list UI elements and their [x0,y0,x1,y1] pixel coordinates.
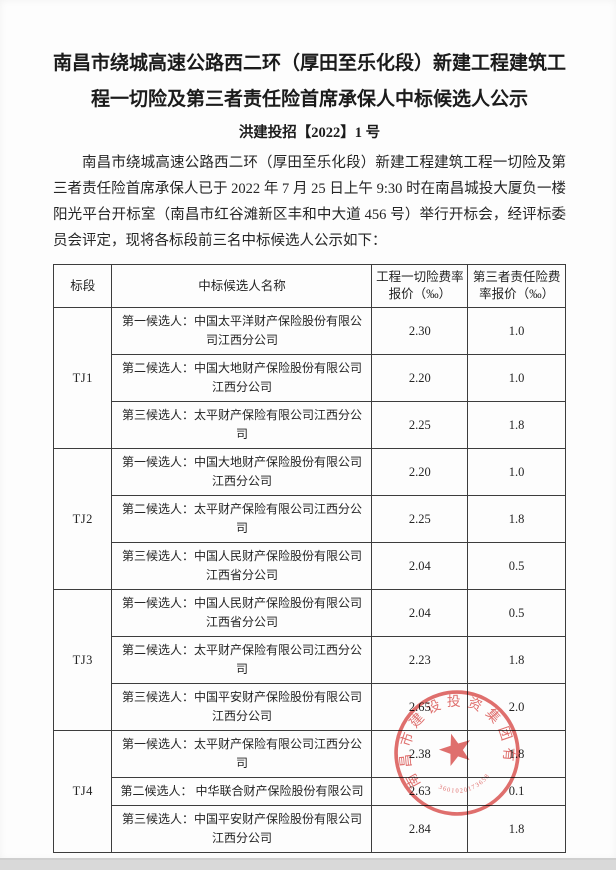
header-candidate-name: 中标候选人名称 [111,264,373,308]
third-party-rate: 1.0 [467,448,566,496]
table-row: 第三候选人：中国人民财产保险股份有限公司江西省分公司 2.04 0.5 [54,542,566,590]
candidate-name: 第二候选人： 中华联合财产保险股份有限公司 [111,777,373,806]
header-third-party-rate: 第三者责任险费率报价（‰） [467,264,566,308]
table-row: 第二候选人： 中华联合财产保险股份有限公司 2.63 0.1 [54,777,566,806]
all-risk-rate: 2.38 [371,730,469,778]
header-lot: 标段 [52,264,113,308]
all-risk-rate: 2.20 [371,354,469,402]
third-party-rate: 1.8 [467,401,566,449]
all-risk-rate: 2.25 [371,401,469,449]
table-row: TJ1 第一候选人：中国太平洋财产保险股份有限公司江西分公司 2.30 1.0 [52,307,566,449]
table-row: TJ4 第一候选人：太平财产保险有限公司江西分公司 2.38 1.8 [52,730,566,853]
candidate-name: 第二候选人：太平财产保险有限公司江西分公司 [111,495,373,543]
all-risk-rate: 2.20 [371,448,469,496]
candidate-name: 第二候选人：太平财产保险有限公司江西分公司 [111,636,373,684]
intro-paragraph: 南昌市绕城高速公路西二环（厚田至乐化段）新建工程建筑工程一切险及第三者责任险首席… [53,155,566,249]
all-risk-rate: 2.30 [371,307,469,355]
all-risk-rate: 2.65 [371,683,469,731]
third-party-rate: 0.5 [467,589,566,637]
lot-cell: TJ4 [52,730,113,853]
all-risk-rate: 2.25 [371,495,469,543]
table-row: 第二候选人：太平财产保险有限公司江西分公司 2.25 1.8 [54,495,566,543]
candidate-name: 第一候选人：中国人民财产保险股份有限公司江西省分公司 [111,589,373,637]
third-party-rate: 1.8 [467,495,566,543]
lot-cell: TJ2 [52,448,113,590]
lot-cell: TJ1 [52,307,113,449]
candidate-name: 第三候选人：中国平安财产保险股份有限公司江西分公司 [111,805,373,853]
candidate-name: 第三候选人：中国人民财产保险股份有限公司江西省分公司 [111,542,373,590]
all-risk-rate: 2.04 [371,542,469,590]
candidate-name: 第一候选人：太平财产保险有限公司江西分公司 [111,730,373,778]
doc-number: 洪建投招【2022】1 号 [238,125,381,141]
table-row: TJ3 第一候选人：中国人民财产保险股份有限公司江西省分公司 2.04 0.5 [52,589,566,731]
table-row: 第三候选人：中国平安财产保险股份有限公司江西分公司 2.84 1.8 [54,805,566,853]
candidate-name: 第二候选人：中国大地财产保险股份有限公司江西分公司 [111,354,373,402]
lot-cell: TJ3 [52,589,113,731]
third-party-rate: 1.8 [467,805,566,853]
candidate-name: 第一候选人：中国太平洋财产保险股份有限公司江西分公司 [111,307,373,355]
all-risk-rate: 2.63 [371,777,469,806]
third-party-rate: 0.5 [467,542,566,590]
table-row: 第三候选人：太平财产保险有限公司江西分公司 2.25 1.8 [54,401,566,449]
candidates-table: 标段 中标候选人名称 工程一切险费率报价（‰） 第三者责任险费率报价（‰） TJ… [52,264,566,853]
page-title: 南昌市绕城高速公路西二环（厚田至乐化段）新建工程建筑工程一切险及第三者责任险首席… [53,53,567,110]
table-row: 第三候选人：中国平安财产保险股份有限公司江西分公司 2.65 2.0 [54,683,566,731]
third-party-rate: 2.0 [467,683,566,731]
all-risk-rate: 2.84 [371,805,469,853]
table-header-row: 标段 中标候选人名称 工程一切险费率报价（‰） 第三者责任险费率报价（‰） [52,264,566,308]
page-bottom-edge [0,858,616,860]
header-all-risk-rate: 工程一切险费率报价（‰） [371,264,469,308]
third-party-rate: 1.0 [467,354,566,402]
all-risk-rate: 2.23 [371,636,469,684]
third-party-rate: 1.0 [467,307,566,355]
all-risk-rate: 2.04 [371,589,469,637]
candidate-name: 第三候选人：太平财产保险有限公司江西分公司 [111,401,373,449]
third-party-rate: 1.8 [467,636,566,684]
candidate-name: 第三候选人：中国平安财产保险股份有限公司江西分公司 [111,683,373,731]
table-row: TJ2 第一候选人：中国大地财产保险股份有限公司江西分公司 2.20 1.0 [52,448,566,590]
third-party-rate: 0.1 [467,777,566,806]
third-party-rate: 1.8 [467,730,566,778]
candidate-name: 第一候选人：中国大地财产保险股份有限公司江西分公司 [111,448,373,496]
table-row: 第二候选人：中国大地财产保险股份有限公司江西分公司 2.20 1.0 [54,354,566,402]
table-row: 第二候选人：太平财产保险有限公司江西分公司 2.23 1.8 [54,636,566,684]
